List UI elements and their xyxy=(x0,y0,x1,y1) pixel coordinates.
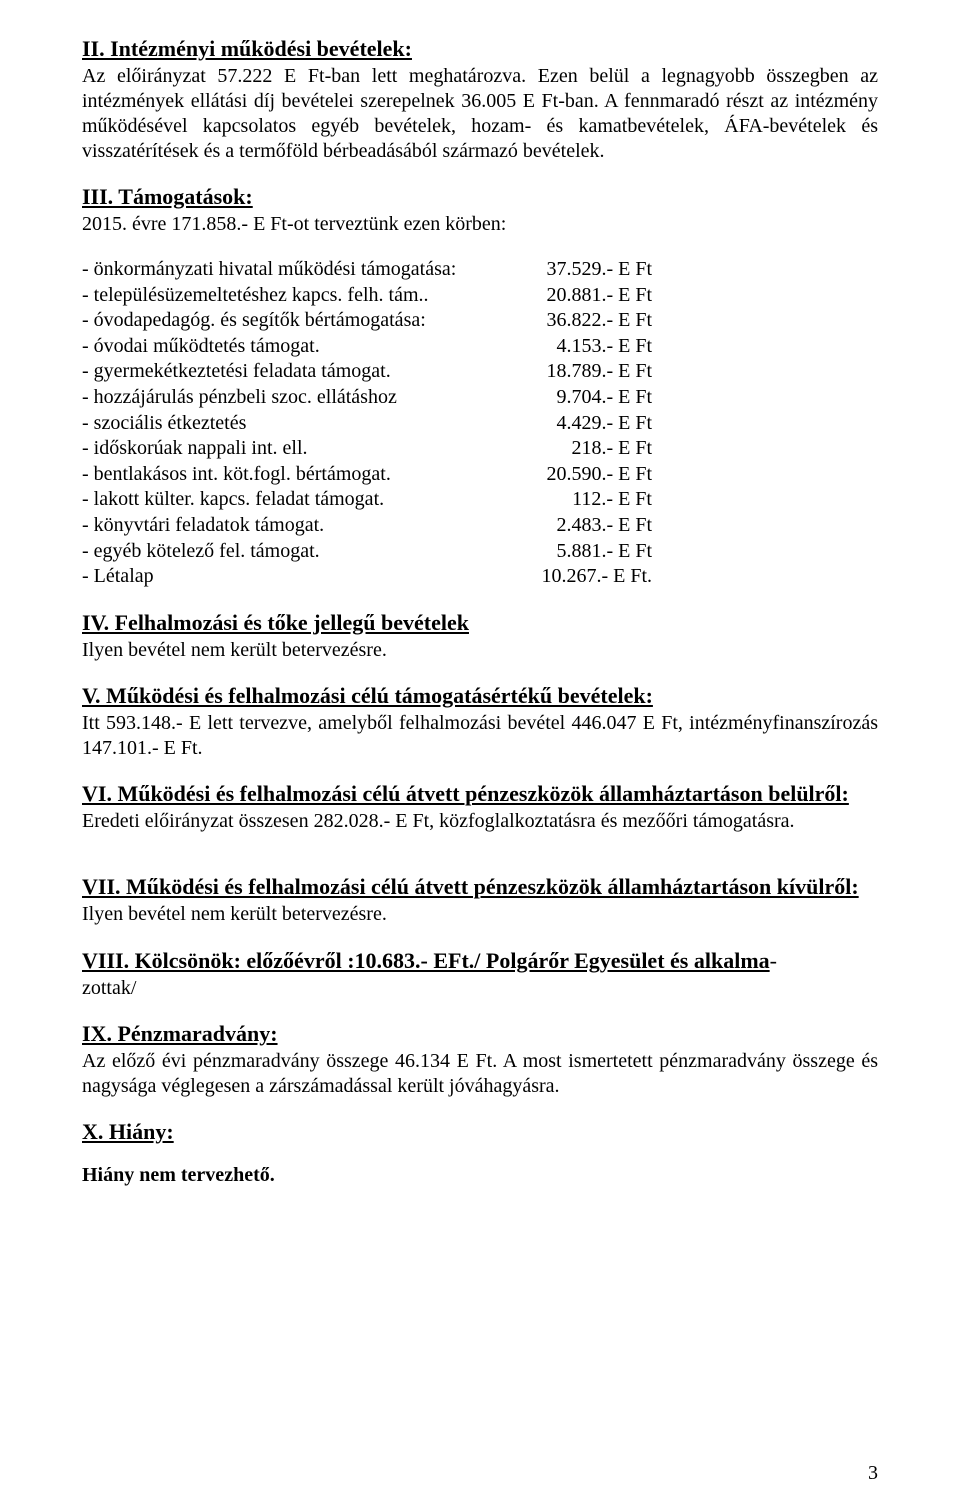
list-item-value: 5.881.- E Ft xyxy=(512,539,652,565)
list-item: - egyéb kötelező fel. támogat.5.881.- E … xyxy=(82,539,878,565)
list-item-label: - önkormányzati hivatal működési támogat… xyxy=(82,257,512,283)
list-item-value: 20.881.- E Ft xyxy=(512,283,652,309)
list-item-value: 20.590.- E Ft xyxy=(512,462,652,488)
section-2: II. Intézményi működési bevételek: Az el… xyxy=(82,36,878,164)
section-4: IV. Felhalmozási és tőke jellegű bevétel… xyxy=(82,610,878,663)
list-item-value: 36.822.- E Ft xyxy=(512,308,652,334)
document-page: II. Intézményi működési bevételek: Az el… xyxy=(0,0,960,1509)
section-7-heading: VII. Működési és felhalmozási célú átvet… xyxy=(82,874,878,900)
list-item-label: - könyvtári feladatok támogat. xyxy=(82,513,512,539)
page-number: 3 xyxy=(868,1462,878,1485)
list-item: - hozzájárulás pénzbeli szoc. ellátáshoz… xyxy=(82,385,878,411)
section-2-heading: II. Intézményi működési bevételek: xyxy=(82,36,878,62)
section-8-heading: VIII. Kölcsönök: előzőévről :10.683.- EF… xyxy=(82,948,770,973)
section-3-intro: 2015. évre 171.858.- E Ft-ot terveztünk … xyxy=(82,212,878,237)
list-item: - időskorúak nappali int. ell.218.- E Ft xyxy=(82,436,878,462)
list-item: - gyermekétkeztetési feladata támogat.18… xyxy=(82,359,878,385)
section-3-heading: III. Támogatások: xyxy=(82,184,878,210)
list-item-label: - időskorúak nappali int. ell. xyxy=(82,436,512,462)
section-4-heading: IV. Felhalmozási és tőke jellegű bevétel… xyxy=(82,610,878,636)
section-6: VI. Működési és felhalmozási célú átvett… xyxy=(82,781,878,834)
list-item-label: - óvodapedagóg. és segítők bértámogatása… xyxy=(82,308,512,334)
list-item: - könyvtári feladatok támogat.2.483.- E … xyxy=(82,513,878,539)
section-9-heading: IX. Pénzmaradvány: xyxy=(82,1021,878,1047)
section-4-paragraph: Ilyen bevétel nem került betervezésre. xyxy=(82,638,878,663)
list-item-label: - óvodai működtetés támogat. xyxy=(82,334,512,360)
section-8-paragraph: zottak/ xyxy=(82,976,878,1001)
section-8-heading-after: - xyxy=(770,948,777,973)
section-3: III. Támogatások: 2015. évre 171.858.- E… xyxy=(82,184,878,590)
list-item: - óvodai működtetés támogat.4.153.- E Ft xyxy=(82,334,878,360)
section-2-paragraph: Az előirányzat 57.222 E Ft-ban lett megh… xyxy=(82,64,878,164)
list-item-value: 9.704.- E Ft xyxy=(512,385,652,411)
list-item: - településüzemeltetéshez kapcs. felh. t… xyxy=(82,283,878,309)
list-item: - óvodapedagóg. és segítők bértámogatása… xyxy=(82,308,878,334)
list-item-value: 218.- E Ft xyxy=(512,436,652,462)
list-item-label: - egyéb kötelező fel. támogat. xyxy=(82,539,512,565)
section-7: VII. Működési és felhalmozási célú átvet… xyxy=(82,874,878,927)
list-item-label: - lakott külter. kapcs. feladat támogat. xyxy=(82,487,512,513)
section-8-heading-row: VIII. Kölcsönök: előzőévről :10.683.- EF… xyxy=(82,947,878,975)
list-item-label: - gyermekétkeztetési feladata támogat. xyxy=(82,359,512,385)
list-item-value: 4.429.- E Ft xyxy=(512,411,652,437)
list-item-label: - hozzájárulás pénzbeli szoc. ellátáshoz xyxy=(82,385,512,411)
list-item: - szociális étkeztetés4.429.- E Ft xyxy=(82,411,878,437)
section-9-paragraph: Az előző évi pénzmaradvány összege 46.13… xyxy=(82,1049,878,1099)
list-item-value: 4.153.- E Ft xyxy=(512,334,652,360)
section-6-paragraph: Eredeti előirányzat összesen 282.028.- E… xyxy=(82,809,878,834)
list-item-label: - bentlakásos int. köt.fogl. bértámogat. xyxy=(82,462,512,488)
list-item-value: 37.529.- E Ft xyxy=(512,257,652,283)
section-7-paragraph: Ilyen bevétel nem került betervezésre. xyxy=(82,902,878,927)
list-item-value: 10.267.- E Ft. xyxy=(512,564,652,590)
list-item-value: 2.483.- E Ft xyxy=(512,513,652,539)
support-list: - önkormányzati hivatal működési támogat… xyxy=(82,257,878,590)
section-5-paragraph: Itt 593.148.- E lett tervezve, amelyből … xyxy=(82,711,878,761)
list-item: - önkormányzati hivatal működési támogat… xyxy=(82,257,878,283)
list-item-label: - Létalap xyxy=(82,564,512,590)
section-9: IX. Pénzmaradvány: Az előző évi pénzmara… xyxy=(82,1021,878,1099)
section-5: V. Működési és felhalmozási célú támogat… xyxy=(82,683,878,761)
list-item-value: 18.789.- E Ft xyxy=(512,359,652,385)
section-10-heading: X. Hiány: xyxy=(82,1119,878,1145)
section-10: X. Hiány: Hiány nem tervezhető. xyxy=(82,1119,878,1188)
list-item-label: - szociális étkeztetés xyxy=(82,411,512,437)
section-6-heading: VI. Működési és felhalmozási célú átvett… xyxy=(82,781,878,807)
list-item: - Létalap10.267.- E Ft. xyxy=(82,564,878,590)
list-item: - lakott külter. kapcs. feladat támogat.… xyxy=(82,487,878,513)
list-item-value: 112.- E Ft xyxy=(512,487,652,513)
list-item: - bentlakásos int. köt.fogl. bértámogat.… xyxy=(82,462,878,488)
section-8: VIII. Kölcsönök: előzőévről :10.683.- EF… xyxy=(82,947,878,1002)
list-item-label: - településüzemeltetéshez kapcs. felh. t… xyxy=(82,283,512,309)
section-5-heading: V. Működési és felhalmozási célú támogat… xyxy=(82,683,878,709)
section-10-paragraph: Hiány nem tervezhető. xyxy=(82,1163,878,1188)
